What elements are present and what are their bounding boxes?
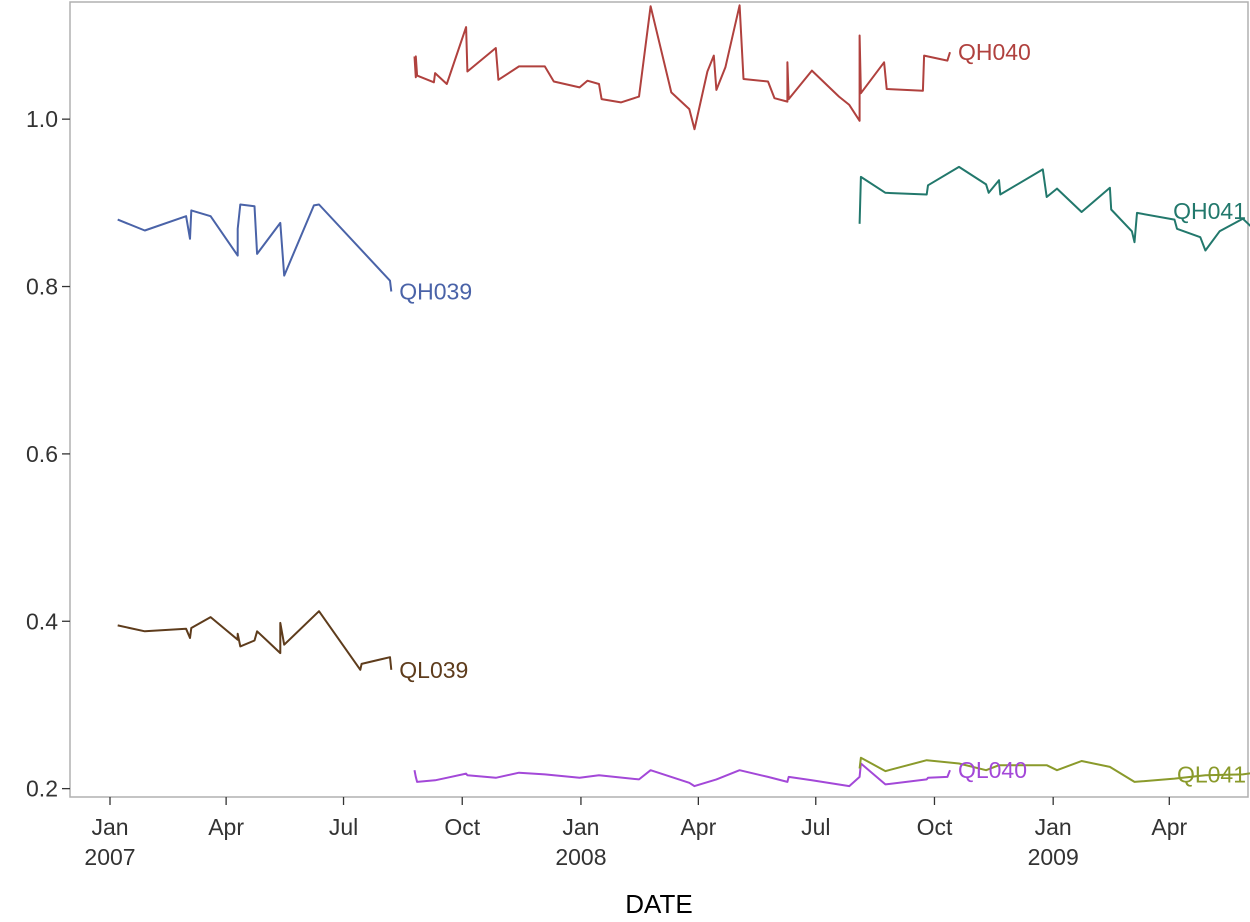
x-tick-label: Oct [917,814,953,840]
series-label-ql039: QL039 [399,657,468,683]
plot-frame [69,1,1249,798]
series-layer [117,4,1250,788]
x-tick-label: Jan 2008 [555,814,606,870]
x-tick-label: Apr [680,814,716,840]
series-line-ql039 [117,610,393,671]
x-axis-title: DATE [625,889,692,919]
y-tick-label: 0.2 [26,776,58,802]
series-label-qh039: QH039 [399,279,472,305]
x-tick-label: Jul [329,814,358,840]
series-line-qh041 [858,165,1250,252]
series-line-qh040 [413,4,951,131]
series-label-qh041: QH041 [1173,198,1246,224]
series-line-qh039 [117,203,393,292]
series-label-ql041: QL041 [1177,761,1246,787]
x-tick-label: Apr [1151,814,1187,840]
x-tick-label: Oct [444,814,480,840]
series-line-ql041 [858,756,1250,783]
x-axis: Jan 2007 Apr Jul Oct Jan 2008 Apr Jul Oct Jan 2009 A… [84,797,1188,870]
x-tick-label: Apr [208,814,244,840]
y-tick-label: 1.0 [26,106,58,132]
y-tick-label: 0.4 [26,608,58,634]
y-tick-label: 0.8 [26,274,58,300]
series-label-qh040: QH040 [958,39,1031,65]
series-labels: QH039 QH040 QH041 QL039 QL040 QL041 [399,39,1246,787]
series-label-ql040: QL040 [958,757,1027,783]
x-tick-label: Jan 2009 [1028,814,1079,870]
y-axis: 0.2 0.4 0.6 0.8 1.0 [26,106,70,802]
x-tick-label: Jan 2007 [84,814,135,870]
y-tick-label: 0.6 [26,441,58,467]
x-tick-label: Jul [801,814,830,840]
series-line-ql040 [413,762,951,788]
